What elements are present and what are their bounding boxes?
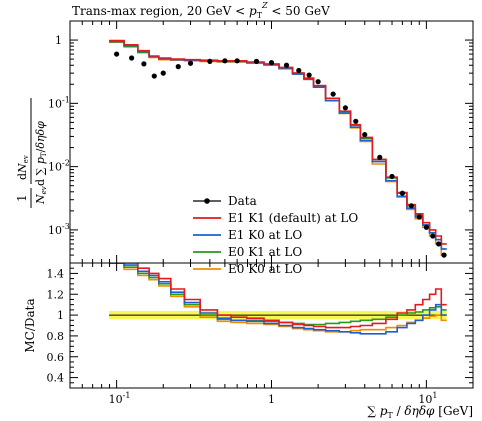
data-point bbox=[283, 62, 290, 68]
svg-text:dNev: dNev bbox=[16, 155, 30, 180]
data-point bbox=[175, 64, 181, 70]
data-point bbox=[389, 173, 395, 180]
mc-series-e1-k1-default-at-lo bbox=[109, 39, 447, 245]
legend-label: E1 K0 at LO bbox=[228, 228, 302, 242]
data-point bbox=[129, 55, 135, 61]
y-tick-label: 10-1 bbox=[48, 95, 70, 110]
x-tick-label: 101 bbox=[418, 391, 437, 406]
ratio-y-tick-label: 0.8 bbox=[47, 330, 65, 343]
y-tick-label: 10-3 bbox=[48, 222, 70, 237]
data-point bbox=[253, 58, 260, 64]
data-point bbox=[408, 203, 414, 209]
legend-label: Data bbox=[228, 194, 257, 208]
ratio-panel-frame bbox=[69, 262, 474, 389]
data-point bbox=[353, 118, 359, 124]
ratio-y-tick-label: 0.4 bbox=[47, 372, 65, 385]
x-axis-label: ∑ pT / δηδφ [GeV] bbox=[367, 404, 473, 420]
data-point bbox=[423, 224, 429, 230]
data-point bbox=[187, 60, 194, 66]
svg-text:1: 1 bbox=[15, 194, 29, 202]
data-point bbox=[416, 214, 422, 220]
data-point bbox=[436, 241, 442, 247]
data-point bbox=[362, 132, 368, 138]
svg-text:d ∑ pT/δηδφ: d ∑ pT/δηδφ bbox=[34, 121, 48, 186]
data-point bbox=[306, 72, 312, 78]
data-point bbox=[430, 233, 436, 239]
data-point bbox=[234, 58, 240, 64]
data-point bbox=[222, 58, 228, 64]
data-point bbox=[441, 252, 447, 258]
legend-label: E1 K1 (default) at LO bbox=[228, 211, 358, 225]
legend-label: E0 K1 at LO bbox=[228, 245, 302, 259]
ratio-series-e1-k1-default-at-lo bbox=[109, 263, 447, 329]
data-point bbox=[114, 51, 120, 57]
legend-label: E0 K0 at LO bbox=[228, 262, 302, 276]
data-point bbox=[399, 190, 405, 196]
x-tick-label: 10-1 bbox=[109, 391, 131, 406]
data-point bbox=[296, 67, 302, 74]
y-tick-label: 10-2 bbox=[48, 159, 70, 174]
x-tick-label: 1 bbox=[268, 393, 275, 406]
data-point bbox=[160, 70, 166, 76]
data-point bbox=[151, 73, 157, 79]
ratio-y-tick-label: 1.4 bbox=[47, 267, 65, 280]
data-point bbox=[315, 79, 321, 85]
data-point bbox=[268, 60, 275, 66]
ratio-y-tick-label: 1 bbox=[57, 309, 64, 322]
legend-data-marker bbox=[204, 198, 210, 204]
data-point bbox=[207, 58, 213, 64]
data-point bbox=[141, 61, 147, 67]
ratio-y-axis-label: MC/Data bbox=[23, 298, 37, 352]
svg-text:Nev: Nev bbox=[34, 186, 48, 205]
ratio-y-tick-label: 0.6 bbox=[47, 351, 65, 364]
data-point bbox=[330, 91, 336, 97]
data-point bbox=[377, 154, 383, 160]
y-tick-label: 1 bbox=[55, 34, 62, 47]
ratio-y-tick-label: 1.2 bbox=[47, 288, 65, 301]
data-point bbox=[342, 105, 348, 111]
chart-title: Trans-max region, 20 GeV < pTZ < 50 GeV bbox=[72, 1, 330, 20]
